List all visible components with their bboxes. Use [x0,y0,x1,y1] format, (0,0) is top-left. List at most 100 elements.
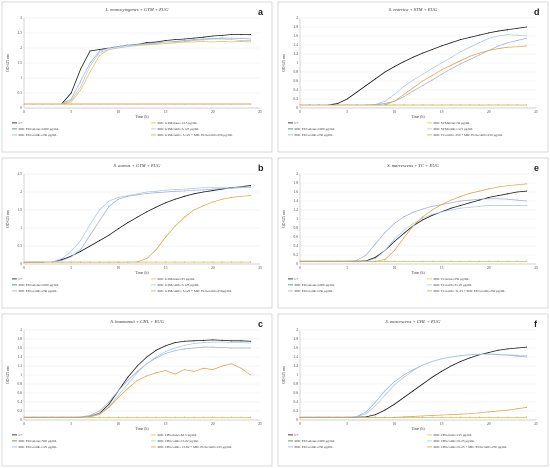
panel-frame [1,313,273,467]
data-point [450,202,452,204]
x-axis-label: Time (h) [135,427,149,431]
data-point [516,416,518,418]
x-tick-label: 15 [440,422,444,426]
data-point [374,78,377,80]
data-point [146,416,148,418]
data-point [155,42,157,45]
data-point [136,216,138,218]
data-point [346,416,348,418]
data-point [108,406,110,408]
data-point [117,416,119,418]
data-point [450,209,452,211]
data-point [422,216,424,218]
data-point [403,61,405,63]
data-point [183,39,186,42]
data-point [384,409,386,411]
data-point [250,186,252,188]
data-point [174,261,176,263]
y-tick-label: 0 [296,262,298,266]
data-point [231,196,233,198]
y-tick-label: 0.8 [294,382,299,386]
data-point [70,103,72,105]
data-point [240,347,242,349]
x-tick-label: 25 [534,110,538,114]
data-point [459,104,462,106]
data-point [327,416,329,418]
data-point [174,347,176,349]
data-point [516,191,518,193]
data-point [431,414,433,417]
data-point [146,43,148,45]
legend-label: MIC EUGcomb=250 μg/mL [19,133,58,137]
y-tick-label: 1.6 [294,190,299,194]
y-axis-label: OD 625 nm [282,366,286,384]
data-point [459,60,462,62]
legend-item: MIC EUGcomb=250 μg/mL [288,445,333,449]
data-point [450,414,452,416]
data-point [318,260,320,262]
data-point [507,34,509,36]
y-tick-label: 0 [296,418,298,422]
data-point [469,206,471,208]
data-point [403,416,405,418]
data-point [488,353,490,355]
data-point [412,79,414,81]
data-point [365,104,367,106]
data-point [183,369,186,371]
data-point [431,104,433,106]
data-point [136,372,138,374]
data-point [384,416,386,418]
data-point [469,58,471,60]
legend-item: MIC GTMcomb=3.125 μg/mL [151,127,199,131]
legend-label: MIC TCalone=250 μg/mL [434,277,470,281]
y-tick-label: 1.6 [294,34,299,38]
data-point [478,198,480,200]
data-point [202,342,204,344]
data-point [393,403,395,405]
chart-panel-f: S. marcescens + CHL + EUG f 0 0.2 0.4 0.6 0.8 1… [277,313,549,467]
data-point [231,261,233,263]
legend-item: C+ [288,277,299,281]
data-point [108,205,110,207]
data-point [221,261,223,263]
data-point [459,195,462,198]
x-tick-label: 5 [346,422,348,426]
data-point [98,416,101,418]
chart-panel-e: S. marcescens + TC + EUG e 0 0.2 0.4 0.6 0.8 1 1… [277,157,549,309]
data-point [459,413,462,415]
y-tick-label: 0.4 [294,400,299,404]
data-point [61,261,63,263]
data-point [221,103,223,105]
data-point [240,340,242,342]
data-point [42,103,44,105]
legend-label: C+ [295,277,299,281]
y-tick-label: 0.6 [294,79,299,83]
data-point [422,416,424,418]
data-point [250,39,252,42]
data-point [337,102,339,105]
data-point [98,261,101,263]
legend-item: MIC STMcomb=12.5 μg/mL [427,127,473,131]
data-point [403,96,405,98]
legend: C+ MIC EUGalone=1000 μg/mL MIC EUGcomb=250… [288,433,507,449]
chart-title: S. aureus + GTM + EUG [114,163,162,168]
legend-item: MIC EUGcomb=125 μg/mL [12,445,57,449]
y-tick-label: 0.8 [294,70,299,74]
data-point [488,49,490,51]
y-tick-label: 0.5 [18,244,23,248]
x-tick-label: 20 [211,422,215,426]
legend-label: C+ [295,121,299,125]
data-point [174,103,176,105]
data-point [346,260,348,262]
data-point [469,192,471,194]
data-point [193,37,195,39]
x-tick-label: 10 [117,110,121,114]
data-point [526,35,528,37]
data-point [146,375,148,377]
data-point [516,408,518,410]
data-point [384,71,386,73]
legend-label: MIC GTMcomb= 3.125 + MIC EUGcomb=250 μg/… [158,133,233,137]
chart-panel-d: S. enterica + STM + EUG d 0 0.2 0.4 0.6 0.8 1 1.… [277,1,549,153]
data-point [174,416,176,418]
